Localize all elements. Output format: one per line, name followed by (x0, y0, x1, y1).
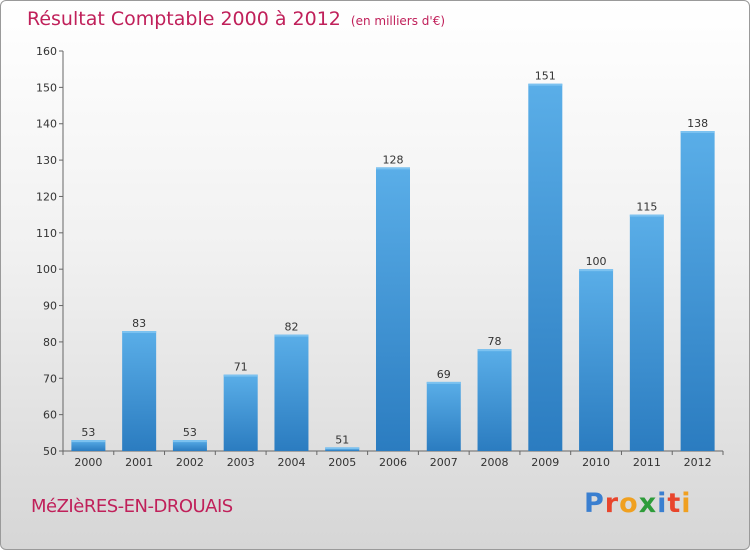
chart-unit: (en milliers d'€) (350, 14, 446, 28)
labels: 53 83 53 71 82 51 128 69 78 151 100 115 138 (81, 70, 708, 447)
town-name: MéZIèRES-EN-DROUAIS (31, 496, 233, 517)
bar-top (680, 131, 715, 133)
x-tick-label: 2007 (430, 456, 458, 469)
data-label: 71 (234, 361, 248, 374)
y-tick-label: 130 (36, 154, 57, 167)
bar (579, 269, 614, 451)
logo-letter: t (667, 488, 682, 519)
logo-letter: r (604, 488, 620, 519)
bar-top (477, 349, 512, 352)
data-label: 53 (183, 426, 197, 439)
bar (274, 334, 309, 451)
y-tick-label: 50 (43, 445, 57, 458)
logo-letter: x (638, 488, 658, 519)
y-tick-label: 80 (43, 336, 57, 349)
bar-top (376, 167, 410, 170)
bar (223, 374, 258, 451)
data-label: 51 (335, 433, 349, 446)
x-tick-label: 2004 (277, 456, 305, 469)
x-tick-label: 2001 (125, 456, 153, 469)
x-tick-label: 2002 (176, 456, 204, 469)
bar-top (579, 269, 614, 272)
bar-top (223, 374, 258, 377)
data-label: 82 (284, 321, 298, 334)
x-tick-label: 2012 (684, 456, 712, 469)
bar (680, 131, 715, 451)
bar-top (172, 440, 207, 443)
y-tick-label: 120 (36, 190, 57, 203)
data-label: 151 (535, 70, 556, 83)
data-label: 128 (383, 153, 404, 166)
y-tick-label: 160 (36, 45, 57, 58)
proxiti-logo: Proxiti (584, 488, 692, 519)
data-label: 78 (488, 335, 502, 348)
x-tick-label: 2003 (227, 456, 255, 469)
data-label: 138 (687, 117, 708, 130)
bar (71, 440, 106, 451)
bar-top (71, 440, 106, 443)
x-tick-label: 2010 (582, 456, 610, 469)
logo-letter: i (681, 488, 692, 519)
bar (629, 214, 664, 451)
data-label: 115 (636, 201, 657, 214)
x-tick-label: 2006 (379, 456, 407, 469)
bar (528, 83, 563, 452)
bar-top (122, 331, 157, 333)
x-tick-label: 2000 (74, 456, 102, 469)
data-label: 83 (132, 317, 146, 330)
logo-letter: i (657, 488, 668, 519)
x-tick-label: 2005 (328, 456, 356, 469)
bar (122, 331, 157, 451)
chart-title: Résultat Comptable 2000 à 2012 (en millie… (27, 8, 445, 30)
bars (71, 83, 715, 452)
y-tick-label: 70 (43, 372, 57, 385)
y-tick-label: 100 (36, 263, 57, 276)
chart-title-text: Résultat Comptable 2000 à 2012 (27, 8, 341, 30)
y-tick-label: 110 (36, 227, 57, 240)
y-tick-label: 60 (43, 409, 57, 422)
data-label: 69 (437, 368, 451, 381)
bar (376, 167, 410, 451)
bar-top (274, 334, 309, 337)
bar-top (426, 381, 461, 384)
logo-letter: P (584, 488, 605, 519)
bar-top (528, 83, 563, 86)
bar (477, 349, 512, 451)
logo-letter: o (619, 488, 639, 519)
data-label: 100 (586, 255, 607, 268)
x-tick-label: 2011 (633, 456, 661, 469)
y-tick-label: 90 (43, 300, 57, 313)
x-tick-label: 2008 (481, 456, 509, 469)
y-tick-label: 150 (36, 81, 57, 94)
bar (172, 440, 207, 451)
bar-top (325, 447, 360, 450)
y-tick-label: 140 (36, 118, 57, 131)
bar-top (629, 214, 664, 217)
x-tick-label: 2009 (531, 456, 559, 469)
data-label: 53 (81, 426, 95, 439)
bar (426, 381, 461, 451)
